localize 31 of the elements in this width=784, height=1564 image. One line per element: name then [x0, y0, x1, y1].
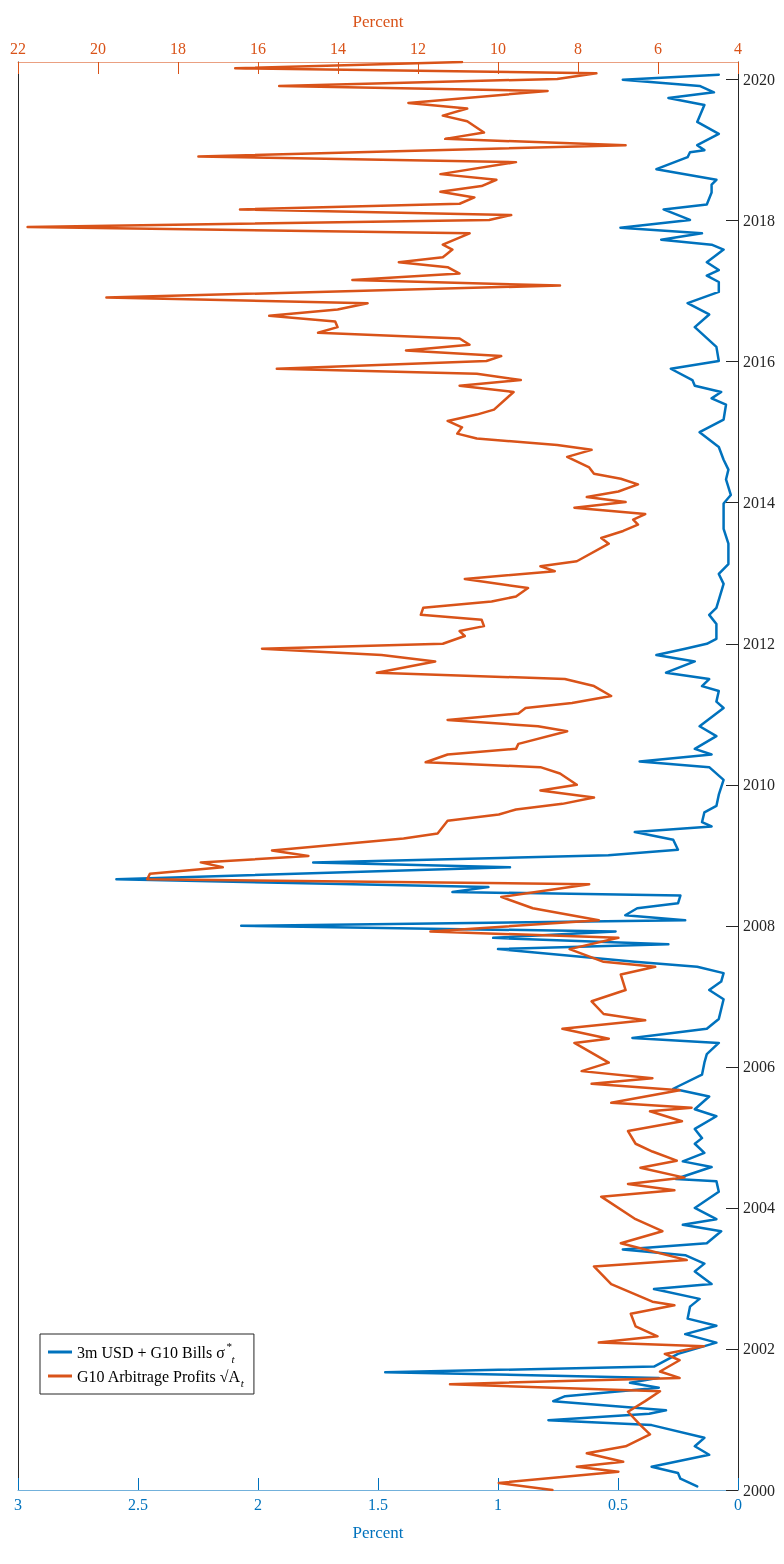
- x2-tick-label: 18: [170, 39, 186, 57]
- legend-label: 3m USD + G10 Bills σ*t: [77, 1339, 236, 1365]
- x2-tick-label: 12: [410, 39, 426, 57]
- x-tick-label: 0.5: [608, 1495, 628, 1513]
- x-axis-title: Percent: [352, 1523, 404, 1542]
- y-tick-label: 2016: [743, 353, 775, 371]
- x2-tick-label: 4: [734, 39, 742, 57]
- y-tick-label: 2020: [743, 71, 775, 89]
- y-tick-label: 2012: [743, 635, 775, 653]
- x-tick-label: 2.5: [128, 1495, 148, 1513]
- x2-axis-title: Percent: [352, 12, 404, 31]
- y-tick-label: 2010: [743, 776, 775, 794]
- x2-tick-label: 20: [90, 39, 106, 57]
- x2-tick-label: 8: [574, 39, 582, 57]
- y-tick-label: 2006: [743, 1058, 775, 1076]
- x-tick-label: 1.5: [368, 1495, 388, 1513]
- y-tick-label: 2000: [743, 1481, 775, 1499]
- y-tick-label: 2002: [743, 1340, 775, 1358]
- y-tick-label: 2018: [743, 212, 775, 230]
- y-tick-label: 2004: [743, 1199, 775, 1217]
- x-tick-label: 1: [494, 1495, 502, 1513]
- x2-tick-label: 22: [10, 39, 26, 57]
- x2-tick-label: 10: [490, 39, 506, 57]
- x2-tick-label: 14: [330, 39, 346, 57]
- x2-tick-label: 6: [654, 39, 662, 57]
- y-tick-label: 2014: [743, 494, 775, 512]
- x2-tick-label: 16: [250, 39, 266, 57]
- y-tick-label: 2008: [743, 917, 775, 935]
- x-tick-label: 0: [734, 1495, 742, 1513]
- x-tick-label: 2: [254, 1495, 262, 1513]
- x-tick-label: 3: [14, 1495, 22, 1513]
